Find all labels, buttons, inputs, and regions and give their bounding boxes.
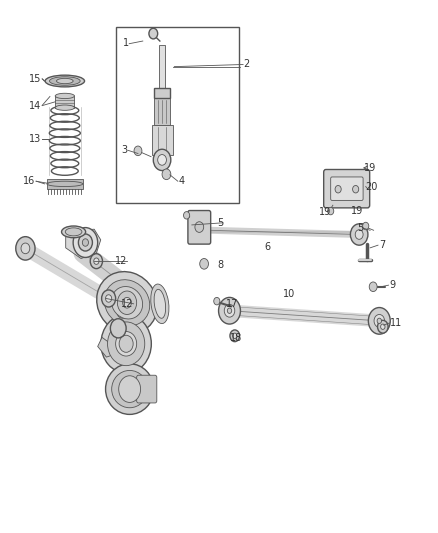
Ellipse shape: [97, 272, 157, 334]
Circle shape: [227, 308, 232, 313]
Text: 19: 19: [351, 206, 364, 215]
Circle shape: [153, 149, 171, 171]
Circle shape: [78, 234, 92, 251]
Circle shape: [134, 146, 142, 156]
Text: 8: 8: [217, 261, 223, 270]
Circle shape: [381, 324, 385, 329]
Bar: [154, 98, 170, 125]
Ellipse shape: [116, 332, 137, 356]
Circle shape: [162, 169, 171, 180]
Text: 10: 10: [283, 289, 295, 299]
Ellipse shape: [107, 322, 145, 366]
FancyBboxPatch shape: [188, 211, 211, 244]
Circle shape: [363, 222, 369, 230]
Ellipse shape: [111, 287, 143, 319]
Ellipse shape: [57, 78, 73, 84]
Circle shape: [90, 254, 102, 269]
Polygon shape: [98, 337, 122, 357]
Circle shape: [369, 282, 377, 292]
Text: 20: 20: [366, 182, 378, 191]
Ellipse shape: [47, 181, 83, 187]
Circle shape: [368, 308, 390, 334]
Text: 5: 5: [357, 223, 364, 233]
Circle shape: [374, 314, 385, 327]
Circle shape: [123, 297, 131, 308]
Circle shape: [335, 185, 341, 193]
Text: 19: 19: [319, 207, 331, 217]
Circle shape: [106, 295, 112, 302]
Ellipse shape: [104, 280, 150, 326]
Circle shape: [117, 291, 137, 314]
Circle shape: [73, 228, 98, 257]
Text: 12: 12: [121, 299, 134, 309]
Ellipse shape: [151, 284, 169, 324]
Circle shape: [350, 224, 368, 245]
Ellipse shape: [45, 75, 85, 87]
Bar: [47, 179, 83, 189]
Text: 18: 18: [230, 333, 243, 343]
Ellipse shape: [55, 93, 74, 99]
Bar: [152, 125, 173, 155]
Circle shape: [21, 243, 30, 254]
Text: 16: 16: [23, 176, 35, 186]
Circle shape: [110, 319, 126, 338]
Circle shape: [158, 155, 166, 165]
Ellipse shape: [61, 226, 86, 238]
Ellipse shape: [154, 289, 166, 318]
Circle shape: [200, 259, 208, 269]
Circle shape: [377, 318, 381, 324]
Circle shape: [230, 330, 240, 342]
Text: 9: 9: [389, 280, 395, 290]
Ellipse shape: [55, 105, 74, 110]
Circle shape: [102, 290, 116, 307]
Text: 15: 15: [29, 74, 42, 84]
FancyBboxPatch shape: [331, 177, 363, 200]
Ellipse shape: [117, 308, 128, 318]
Circle shape: [119, 335, 133, 352]
Text: 12: 12: [115, 256, 127, 266]
Circle shape: [355, 230, 363, 239]
Bar: [154, 88, 170, 98]
Ellipse shape: [112, 370, 148, 408]
Bar: [55, 96, 74, 108]
Text: 14: 14: [29, 101, 42, 110]
Circle shape: [119, 376, 141, 402]
Ellipse shape: [106, 364, 154, 415]
Text: 11: 11: [390, 318, 402, 328]
Text: 2: 2: [243, 59, 249, 69]
Text: 17: 17: [226, 299, 239, 309]
Text: 19: 19: [364, 163, 376, 173]
Circle shape: [378, 320, 388, 333]
Circle shape: [224, 304, 235, 317]
Circle shape: [214, 297, 220, 305]
Circle shape: [184, 212, 190, 219]
Circle shape: [195, 222, 204, 232]
Circle shape: [353, 185, 359, 193]
Text: 1: 1: [123, 38, 129, 47]
FancyBboxPatch shape: [324, 169, 370, 208]
Text: 5: 5: [217, 218, 223, 228]
Polygon shape: [66, 229, 101, 259]
FancyBboxPatch shape: [137, 375, 157, 403]
Ellipse shape: [101, 314, 152, 373]
Circle shape: [219, 297, 240, 324]
Ellipse shape: [65, 228, 82, 236]
Bar: [116, 27, 239, 203]
Circle shape: [94, 258, 99, 264]
Text: 3: 3: [121, 146, 127, 155]
Circle shape: [16, 237, 35, 260]
Circle shape: [328, 207, 334, 215]
Circle shape: [82, 239, 88, 246]
Bar: [159, 45, 165, 88]
Text: 13: 13: [29, 134, 42, 143]
Ellipse shape: [49, 77, 80, 85]
Circle shape: [233, 333, 237, 338]
Text: 7: 7: [379, 240, 385, 250]
Text: 4: 4: [179, 176, 185, 186]
Text: 6: 6: [264, 243, 270, 252]
Circle shape: [149, 28, 158, 39]
